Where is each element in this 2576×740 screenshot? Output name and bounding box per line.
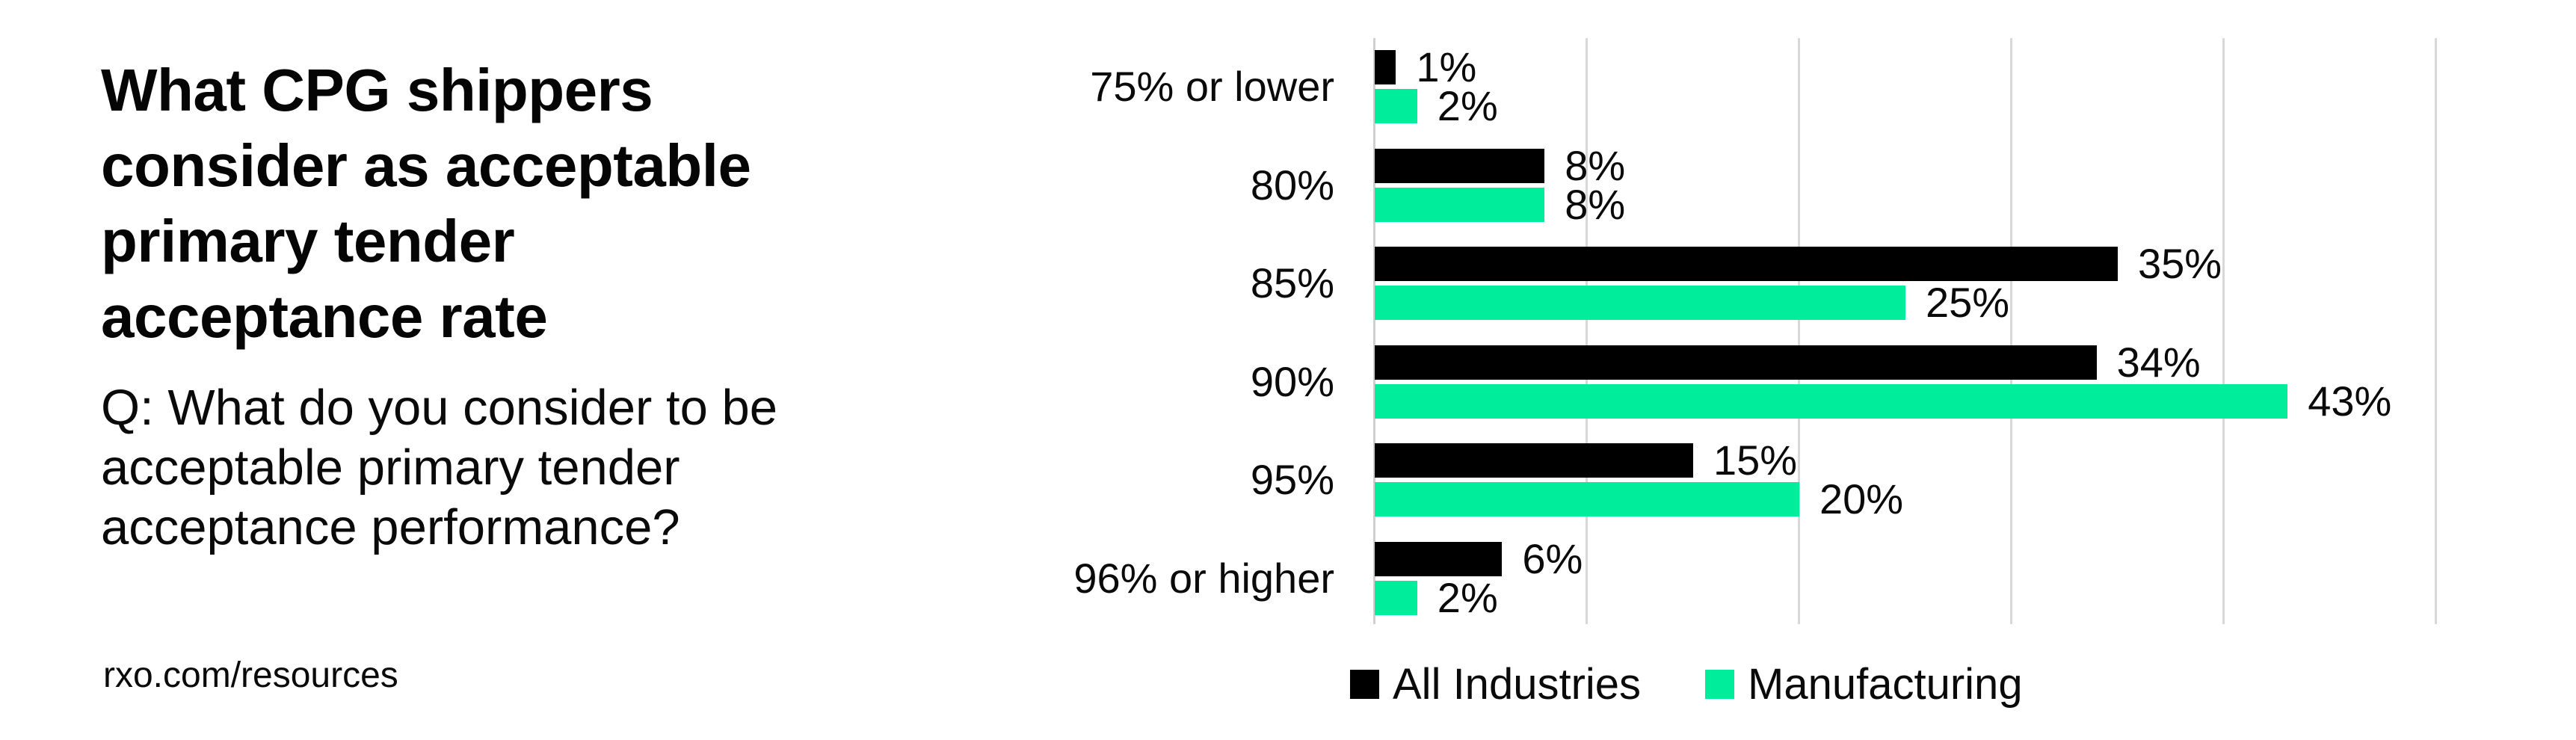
bar-value-label: 34% — [2116, 338, 2201, 386]
bar-value-label: 8% — [1565, 141, 1626, 189]
bar-manufacturing — [1375, 482, 1799, 517]
legend-label-manufacturing: Manufacturing — [1748, 660, 2023, 709]
bar-row: 8% — [1375, 141, 2436, 189]
bar-row: 2% — [1375, 574, 2436, 621]
bar-row: 25% — [1375, 279, 2436, 327]
bar-row: 35% — [1375, 240, 2436, 288]
bar-row: 1% — [1375, 43, 2436, 90]
bar-value-label: 8% — [1565, 180, 1626, 228]
bar-row: 15% — [1375, 437, 2436, 484]
y-axis-line — [1373, 38, 1375, 624]
bar-row: 43% — [1375, 377, 2436, 425]
category-label: 85% — [1250, 259, 1334, 307]
bar-value-label: 1% — [1416, 43, 1477, 90]
category-label: 75% or lower — [1090, 63, 1334, 110]
bar-all-industries — [1375, 443, 1693, 478]
bar-value-label: 2% — [1437, 574, 1498, 621]
chart-legend: All Industries Manufacturing — [1350, 659, 2023, 709]
plot-area: 1% 2% 8% 8% 35% 25% 34% 43% 15% 20% 6% 2% — [1373, 38, 2437, 624]
bar-all-industries — [1375, 247, 2118, 282]
bar-all-industries — [1375, 148, 1545, 183]
bar-row: 34% — [1375, 338, 2436, 386]
bar-manufacturing — [1375, 89, 1417, 123]
legend-swatch-manufacturing — [1705, 670, 1735, 699]
bar-row: 8% — [1375, 180, 2436, 228]
gridline — [1798, 38, 1800, 624]
legend-label-all-industries: All Industries — [1393, 660, 1642, 709]
survey-question: Q: What do you consider to be acceptable… — [101, 380, 777, 555]
category-label: 80% — [1250, 161, 1334, 209]
bar-manufacturing — [1375, 286, 1905, 321]
gridline — [2435, 38, 2437, 624]
source-link: rxo.com/resources — [103, 656, 398, 695]
bar-value-label: 25% — [1926, 279, 2010, 327]
category-label: 90% — [1250, 357, 1334, 405]
bar-manufacturing — [1375, 187, 1545, 222]
bar-value-label: 6% — [1522, 535, 1583, 582]
legend-item-manufacturing: Manufacturing — [1705, 659, 2023, 709]
legend-swatch-all-industries — [1350, 670, 1379, 699]
bar-all-industries — [1375, 345, 2097, 380]
bar-value-label: 43% — [2308, 377, 2392, 425]
bar-value-label: 20% — [1819, 475, 1904, 523]
bar-value-label: 2% — [1437, 82, 1498, 129]
bar-manufacturing — [1375, 383, 2288, 419]
bar-all-industries — [1375, 50, 1396, 84]
bar-manufacturing — [1375, 581, 1417, 615]
category-label: 95% — [1250, 456, 1334, 504]
bar-value-label: 15% — [1713, 437, 1798, 484]
gridline — [2222, 38, 2225, 624]
bar-row: 6% — [1375, 535, 2436, 582]
bar-all-industries — [1375, 542, 1503, 576]
page-title: What CPG shippers consider as acceptable… — [101, 57, 751, 350]
bar-row: 20% — [1375, 475, 2436, 523]
bar-value-label: 35% — [2138, 240, 2222, 288]
legend-item-all-industries: All Industries — [1350, 659, 1641, 709]
category-label: 96% or higher — [1073, 555, 1334, 602]
category-axis: 75% or lower 80% 85% 90% 95% 96% or higher — [1002, 38, 1334, 624]
gridline — [2010, 38, 2012, 624]
gridline — [1586, 38, 1588, 624]
bar-row: 2% — [1375, 82, 2436, 129]
